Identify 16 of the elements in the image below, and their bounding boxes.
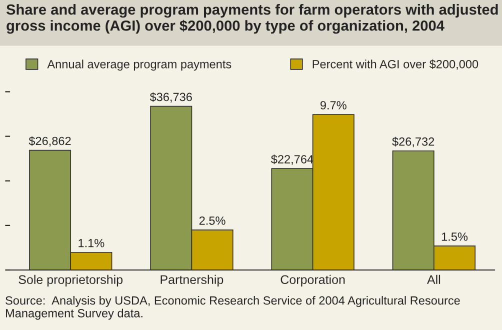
data-label: 2.5% (199, 216, 226, 225)
legend-label: Annual average program payments (47, 60, 232, 71)
data-label: 9.7% (320, 101, 346, 110)
x-tick-label: Partnership (160, 274, 224, 287)
chart-title: Share and average program payments for farm operators with adjusted gross income (AGI) over $200,000 by type of organization, 2004 (6, 4, 498, 34)
data-label: 1.5% (442, 232, 468, 241)
data-label: $22,764 (271, 154, 314, 165)
source-note: Source: Analysis by USDA, Economic Research Service of 2004 Agricultural Resource Management Survey data. (6, 296, 460, 320)
x-tick-label: All (426, 274, 440, 284)
x-tick-label: Sole proprietorship (18, 274, 123, 287)
data-label: $26,732 (392, 136, 434, 148)
data-label: 1.1% (78, 238, 104, 248)
data-label: $26,862 (28, 136, 71, 147)
x-tick-label: Corporation (280, 274, 345, 287)
legend-label: Percent with AGI over $200,000 (312, 59, 478, 70)
data-label: $36,736 (150, 92, 192, 103)
